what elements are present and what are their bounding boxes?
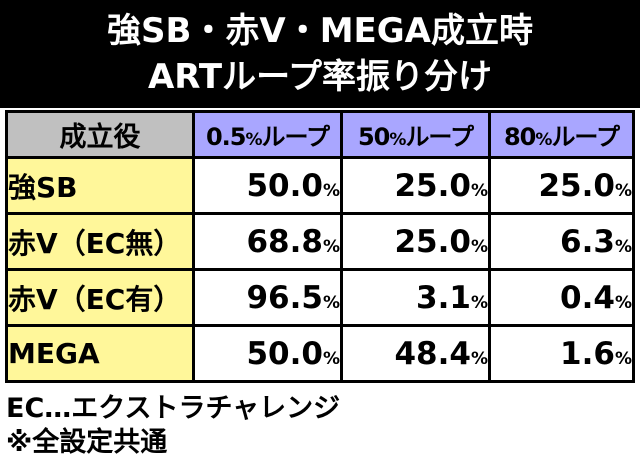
value-unit: % [470, 180, 488, 201]
page-subtitle: ARTループ率振り分け [147, 57, 493, 97]
value-cell: 6.3% [488, 212, 635, 271]
value-cell: 3.1% [340, 268, 491, 327]
value-number: 25.0 [394, 167, 471, 204]
value-cell: 25.0% [340, 156, 491, 215]
value-number: 50.0 [246, 167, 323, 204]
value-cell: 0.4% [488, 268, 635, 327]
column-header-percent: % [535, 130, 552, 150]
table-row-mega: MEGA 50.0% 48.4% 1.6% [5, 324, 635, 383]
ec-definition-note: EC…エクストラチャレンジ [6, 393, 341, 424]
value-cell: 1.6% [488, 324, 635, 383]
value-unit: % [470, 236, 488, 257]
value-number: 25.0 [538, 167, 615, 204]
value-unit: % [614, 180, 632, 201]
value-unit: % [470, 292, 488, 313]
page-title: 強SB・赤V・MEGA成立時 [107, 11, 533, 51]
value-cell: 68.8% [192, 212, 343, 271]
row-label: 赤V（EC無） [5, 212, 195, 271]
value-cell: 50.0% [192, 324, 343, 383]
table-row-red-v-with-ec: 赤V（EC有） 96.5% 3.1% 0.4% [5, 268, 635, 327]
row-label: MEGA [5, 324, 195, 383]
value-cell: 25.0% [340, 212, 491, 271]
value-number: 25.0 [394, 223, 471, 260]
table-row-strong-sb: 強SB 50.0% 25.0% 25.0% [5, 156, 635, 215]
column-header-0-5-loop: 0.5%ループ [192, 110, 343, 159]
title-banner: 強SB・赤V・MEGA成立時 ARTループ率振り分け [0, 0, 640, 108]
column-header-80-loop: 80%ループ [488, 110, 635, 159]
column-header-suffix: ループ [551, 123, 620, 151]
column-header-number: 50 [357, 123, 390, 151]
value-number: 6.3 [560, 223, 615, 260]
column-header-percent: % [245, 130, 262, 150]
column-header-50-loop: 50%ループ [340, 110, 491, 159]
value-unit: % [322, 236, 340, 257]
row-label: 強SB [5, 156, 195, 215]
value-unit: % [614, 292, 632, 313]
value-cell: 48.4% [340, 324, 491, 383]
value-number: 48.4 [394, 335, 471, 372]
value-number: 50.0 [246, 335, 323, 372]
all-settings-note: ※全設定共通 [6, 427, 168, 458]
value-cell: 96.5% [192, 268, 343, 327]
value-unit: % [470, 348, 488, 369]
value-cell: 25.0% [488, 156, 635, 215]
value-unit: % [614, 348, 632, 369]
value-number: 68.8 [246, 223, 323, 260]
value-number: 1.6 [560, 335, 615, 372]
column-header-suffix: ループ [261, 123, 331, 151]
loop-rate-table: 成立役 0.5%ループ 50%ループ 80%ループ 強SB 50.0% 25.0… [5, 110, 635, 383]
value-number: 0.4 [560, 279, 615, 316]
value-number: 3.1 [416, 279, 471, 316]
value-unit: % [322, 348, 340, 369]
value-unit: % [322, 180, 340, 201]
table-header-row: 成立役 0.5%ループ 50%ループ 80%ループ [5, 110, 635, 159]
value-unit: % [614, 236, 632, 257]
value-number: 96.5 [246, 279, 323, 316]
value-unit: % [322, 292, 340, 313]
corner-header: 成立役 [5, 110, 195, 159]
column-header-percent: % [389, 130, 406, 150]
column-header-number: 80 [503, 123, 536, 151]
row-label: 赤V（EC有） [5, 268, 195, 327]
column-header-suffix: ループ [405, 123, 474, 151]
footnotes: EC…エクストラチャレンジ ※全設定共通 [6, 392, 340, 460]
value-cell: 50.0% [192, 156, 343, 215]
column-header-number: 0.5 [205, 123, 247, 151]
table-row-red-v-no-ec: 赤V（EC無） 68.8% 25.0% 6.3% [5, 212, 635, 271]
